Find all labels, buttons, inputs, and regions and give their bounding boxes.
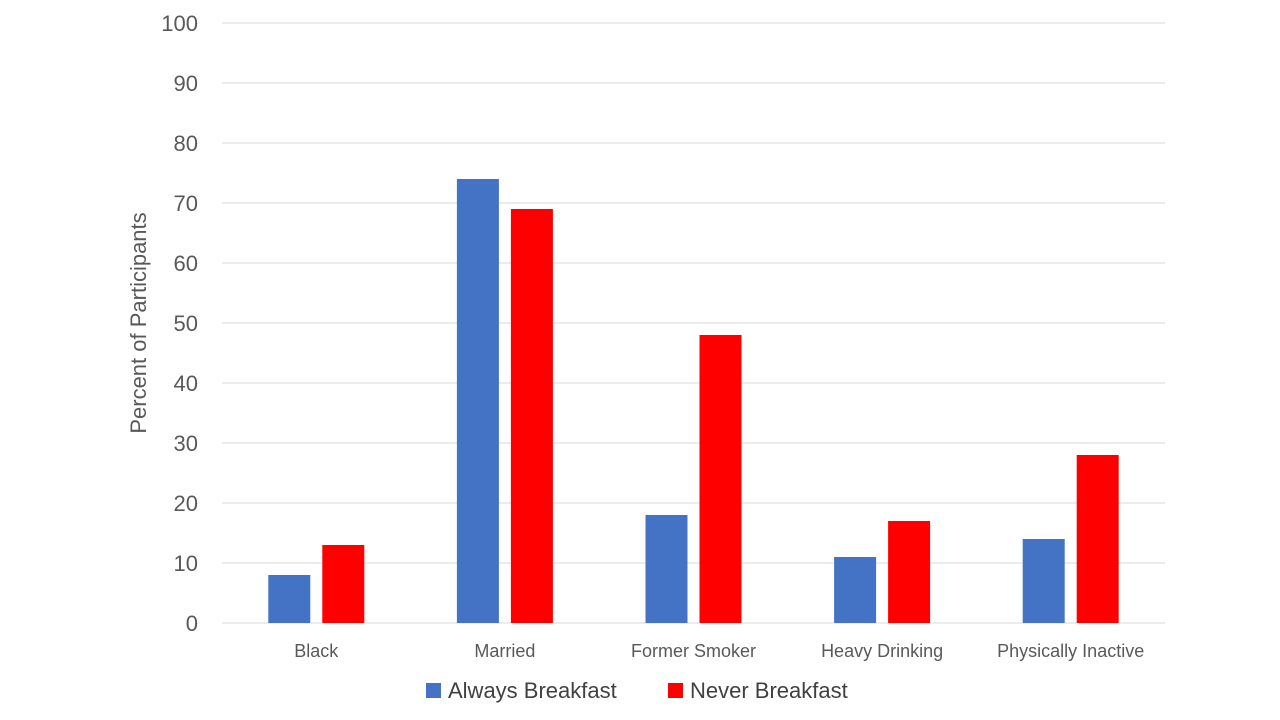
bar-always-breakfast-former-smoker <box>645 515 688 623</box>
y-tick-label: 70 <box>174 191 198 216</box>
y-axis-ticks: 0 10 20 30 40 50 60 70 80 90 100 <box>161 11 198 636</box>
x-tick-label: Physically Inactive <box>997 641 1144 661</box>
bar-never-breakfast-black <box>322 545 365 623</box>
bar-always-breakfast-physically-inactive <box>1022 539 1065 623</box>
x-tick-label: Black <box>294 641 339 661</box>
y-tick-label: 90 <box>174 71 198 96</box>
gridlines <box>222 22 1165 624</box>
x-axis-ticks: Black Married Former Smoker Heavy Drinking P… <box>294 641 1144 661</box>
y-tick-label: 50 <box>174 311 198 336</box>
bar-always-breakfast-black <box>268 575 311 623</box>
y-tick-label: 10 <box>174 551 198 576</box>
y-tick-label: 80 <box>174 131 198 156</box>
y-tick-label: 0 <box>186 611 198 636</box>
x-tick-label: Married <box>474 641 535 661</box>
legend-label: Always Breakfast <box>448 678 617 703</box>
y-tick-label: 20 <box>174 491 198 516</box>
y-tick-label: 30 <box>174 431 198 456</box>
legend-swatch-never-breakfast <box>668 683 683 698</box>
bars <box>268 179 1119 623</box>
bar-never-breakfast-heavy-drinking <box>888 521 931 623</box>
legend: Always Breakfast Never Breakfast <box>426 678 848 703</box>
y-axis-title: Percent of Participants <box>126 212 151 433</box>
bar-always-breakfast-heavy-drinking <box>834 557 877 623</box>
bar-always-breakfast-married <box>456 179 499 623</box>
bar-never-breakfast-married <box>510 209 553 623</box>
bar-never-breakfast-former-smoker <box>699 335 742 623</box>
y-tick-label: 100 <box>161 11 198 36</box>
legend-swatch-always-breakfast <box>426 683 441 698</box>
bar-never-breakfast-physically-inactive <box>1076 455 1119 623</box>
y-tick-label: 40 <box>174 371 198 396</box>
y-tick-label: 60 <box>174 251 198 276</box>
x-tick-label: Heavy Drinking <box>821 641 943 661</box>
legend-label: Never Breakfast <box>690 678 848 703</box>
x-tick-label: Former Smoker <box>631 641 756 661</box>
